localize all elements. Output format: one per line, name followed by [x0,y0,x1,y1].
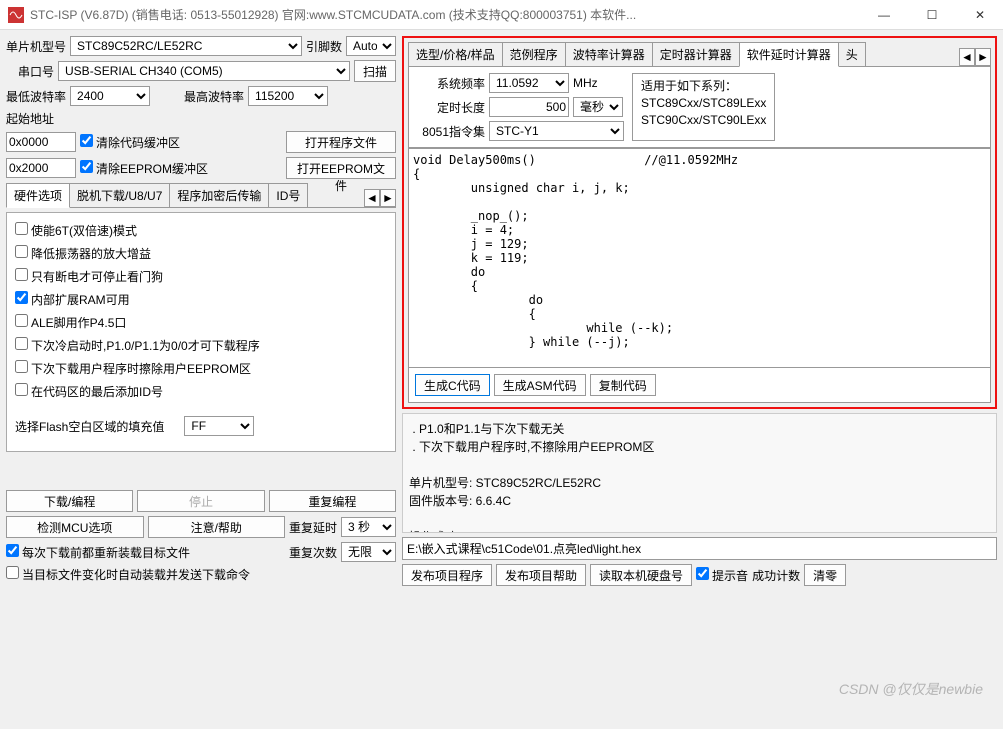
options-box: 使能6T(双倍速)模式 降低振荡器的放大增益 只有断电才可停止看门狗 内部扩展R… [6,212,396,452]
series-line1: STC89Cxx/STC89LExx [641,95,766,112]
window-buttons: — ☐ ✕ [869,5,995,25]
tab-selection[interactable]: 选型/价格/样品 [408,42,503,66]
tab-offline[interactable]: 脱机下载/U8/U7 [69,183,170,207]
copy-code-button[interactable]: 复制代码 [590,374,656,396]
tab-next-button[interactable]: ► [380,189,396,207]
timer-input[interactable] [489,97,569,117]
pins-label: 引脚数 [306,38,342,55]
tab-examples[interactable]: 范例程序 [502,42,566,66]
tab-timer[interactable]: 定时器计算器 [652,42,740,66]
freq-label: 系统频率 [415,75,485,92]
release-proj-button[interactable]: 发布项目程序 [402,564,492,586]
series-label: 适用于如下系列： [641,78,766,95]
reload-check[interactable]: 每次下载前都重新装载目标文件 [6,544,190,561]
timer-label: 定时长度 [415,99,485,116]
check-mcu-button[interactable]: 检测MCU选项 [6,516,144,538]
lowbaud-select[interactable]: 2400 [70,86,150,106]
series-box: 适用于如下系列： STC89Cxx/STC89LExx STC90Cxx/STC… [632,73,775,141]
close-button[interactable]: ✕ [965,5,995,25]
opt-ram[interactable]: 内部扩展RAM可用 [15,291,130,308]
opt-coldboot[interactable]: 下次冷启动时,P1.0/P1.1为0/0才可下载程序 [15,337,260,354]
freq-select[interactable]: 11.0592 [489,73,569,93]
opt-wdt[interactable]: 只有断电才可停止看门狗 [15,268,163,285]
opt-ale[interactable]: ALE脚用作P4.5口 [15,314,126,331]
timer-unit-select[interactable]: 毫秒 [573,97,623,117]
lowbaud-label: 最低波特率 [6,88,66,105]
title-bar: STC-ISP (V6.87D) (销售电话: 0513-55012928) 官… [0,0,1003,30]
left-panel: 单片机型号 STC89C52RC/LE52RC 引脚数 Auto 串口号 USB… [6,36,396,723]
open-eeprom-button[interactable]: 打开EEPROM文件 [286,157,396,179]
file-path: E:\嵌入式课程\c51Code\01.点亮led\light.hex [402,537,997,560]
mcu-select[interactable]: STC89C52RC/LE52RC [70,36,302,56]
count-label: 成功计数 [752,567,800,584]
right-panel: 选型/价格/样品 范例程序 波特率计算器 定时器计算器 软件延时计算器 头 ◄►… [402,36,997,723]
com-label: 串口号 [18,63,54,80]
opt-6t[interactable]: 使能6T(双倍速)模式 [15,222,137,239]
watermark: CSDN @仅仅是newbie [839,679,983,699]
rtab-prev-button[interactable]: ◄ [959,48,975,66]
repeat-count-label: 重复次数 [289,544,337,561]
code-output[interactable]: void Delay500ms() //@11.0592MHz { unsign… [408,148,991,368]
read-disk-button[interactable]: 读取本机硬盘号 [590,564,692,586]
repeat-delay-select[interactable]: 3 秒 [341,517,396,537]
tab-id[interactable]: ID号 [268,183,308,207]
rtab-next-button[interactable]: ► [975,48,991,66]
highbaud-select[interactable]: 115200 [248,86,328,106]
right-tabs: 选型/价格/样品 范例程序 波特率计算器 定时器计算器 软件延时计算器 头 ◄► [408,42,991,67]
window-title: STC-ISP (V6.87D) (销售电话: 0513-55012928) 官… [30,6,869,23]
download-button[interactable]: 下载/编程 [6,490,133,512]
tab-prev-button[interactable]: ◄ [364,189,380,207]
left-tabs: 硬件选项 脱机下载/U8/U7 程序加密后传输 ID号 ◄► [6,183,396,208]
gen-asm-button[interactable]: 生成ASM代码 [494,374,586,396]
highlighted-area: 选型/价格/样品 范例程序 波特率计算器 定时器计算器 软件延时计算器 头 ◄►… [402,36,997,409]
tab-header[interactable]: 头 [838,42,866,66]
tab-encrypt[interactable]: 程序加密后传输 [169,183,269,207]
flash-fill-label: 选择Flash空白区域的填充值 [15,418,164,435]
gen-c-button[interactable]: 生成C代码 [415,374,490,396]
scan-button[interactable]: 扫描 [354,60,396,82]
opt-erase[interactable]: 下次下载用户程序时擦除用户EEPROM区 [15,360,251,377]
app-icon [8,7,24,23]
clear-eeprom-check[interactable]: 清除EEPROM缓冲区 [80,160,208,177]
highbaud-label: 最高波特率 [184,88,244,105]
code-addr-input[interactable] [6,132,76,152]
repeat-count-select[interactable]: 无限 [341,542,396,562]
eeprom-addr-input[interactable] [6,158,76,178]
maximize-button[interactable]: ☐ [917,5,947,25]
opt-addid[interactable]: 在代码区的最后添加ID号 [15,383,163,400]
com-select[interactable]: USB-SERIAL CH340 (COM5) [58,61,350,81]
release-help-button[interactable]: 发布项目帮助 [496,564,586,586]
reprogram-button[interactable]: 重复编程 [269,490,396,512]
repeat-delay-label: 重复延时 [289,519,337,536]
clear-button[interactable]: 清零 [804,564,846,586]
freq-unit: MHz [573,76,598,90]
inst-select[interactable]: STC-Y1 [489,121,624,141]
help-button[interactable]: 注意/帮助 [148,516,286,538]
clear-code-check[interactable]: 清除代码缓冲区 [80,134,180,151]
tab-delay[interactable]: 软件延时计算器 [739,42,839,67]
beep-check[interactable]: 提示音 [696,567,748,584]
info-output: . P1.0和P1.1与下次下载无关 . 下次下载用户程序时,不擦除用户EEPR… [402,413,997,533]
open-prog-button[interactable]: 打开程序文件 [286,131,396,153]
stop-button[interactable]: 停止 [137,490,264,512]
flash-fill-select[interactable]: FF [184,416,254,436]
opt-osc[interactable]: 降低振荡器的放大增益 [15,245,151,262]
startaddr-label: 起始地址 [6,110,54,127]
series-line2: STC90Cxx/STC90LExx [641,112,766,129]
mcu-label: 单片机型号 [6,38,66,55]
minimize-button[interactable]: — [869,5,899,25]
tab-hardware[interactable]: 硬件选项 [6,183,70,208]
tab-baud[interactable]: 波特率计算器 [565,42,653,66]
main-content: 单片机型号 STC89C52RC/LE52RC 引脚数 Auto 串口号 USB… [0,30,1003,729]
pins-select[interactable]: Auto [346,36,396,56]
auto-send-check[interactable]: 当目标文件变化时自动装载并发送下载命令 [6,566,250,583]
inst-label: 8051指令集 [415,123,485,140]
